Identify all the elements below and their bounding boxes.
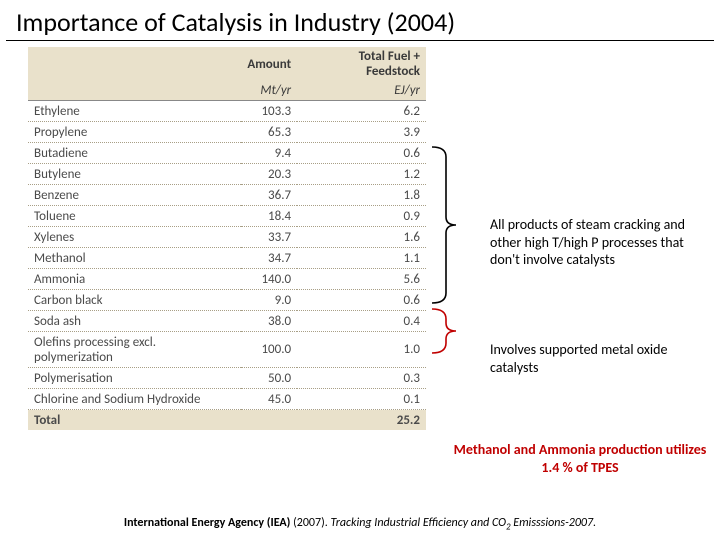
cell-fuel: 1.6 (297, 227, 426, 248)
cell-amount: 50.0 (241, 368, 297, 389)
cell-amount: 38.0 (241, 311, 297, 332)
table-row: Ammonia140.05.6 (28, 269, 426, 290)
table-row: Benzene36.71.8 (28, 185, 426, 206)
annotation-metal-oxide: Involves supported metal oxide catalysts (490, 341, 700, 376)
col-header-fuel: Total Fuel + Feedstock (297, 47, 426, 81)
citation-tail: Emisssions-2007. (511, 516, 597, 530)
table-row: Toluene18.40.9 (28, 206, 426, 227)
content-area: Amount Total Fuel + Feedstock Mt/yr EJ/y… (0, 41, 720, 430)
cell-name: Soda ash (28, 311, 241, 332)
table-row: Butylene20.31.2 (28, 164, 426, 185)
table-row: Carbon black9.00.6 (28, 290, 426, 311)
cell-amount: 18.4 (241, 206, 297, 227)
cell-fuel: 25.2 (297, 410, 426, 431)
citation-title: Tracking Industrial Efficiency and CO (330, 516, 506, 530)
cell-fuel: 0.1 (297, 389, 426, 410)
cell-name: Ethylene (28, 101, 241, 122)
col-unit-amount: Mt/yr (241, 81, 297, 101)
cell-amount: 45.0 (241, 389, 297, 410)
cell-name: Polymerisation (28, 368, 241, 389)
cell-name: Total (28, 410, 241, 431)
cell-name: Xylenes (28, 227, 241, 248)
citation: International Energy Agency (IEA) (2007)… (0, 516, 720, 532)
cell-fuel: 0.6 (297, 290, 426, 311)
cell-fuel: 0.3 (297, 368, 426, 389)
cell-name: Chlorine and Sodium Hydroxide (28, 389, 241, 410)
cell-fuel: 1.0 (297, 332, 426, 368)
table-row: Xylenes33.71.6 (28, 227, 426, 248)
cell-fuel: 6.2 (297, 101, 426, 122)
data-table-wrap: Amount Total Fuel + Feedstock Mt/yr EJ/y… (28, 47, 426, 430)
cell-amount: 65.3 (241, 122, 297, 143)
cell-fuel: 3.9 (297, 122, 426, 143)
data-table: Amount Total Fuel + Feedstock Mt/yr EJ/y… (28, 47, 426, 430)
table-row: Methanol34.71.1 (28, 248, 426, 269)
cell-amount (241, 410, 297, 431)
table-body: Ethylene103.36.2Propylene65.33.9Butadien… (28, 101, 426, 431)
table-row: Polymerisation50.00.3 (28, 368, 426, 389)
cell-fuel: 1.8 (297, 185, 426, 206)
col-unit-name (28, 81, 241, 101)
table-row: Soda ash38.00.4 (28, 311, 426, 332)
cell-fuel: 5.6 (297, 269, 426, 290)
cell-name: Carbon black (28, 290, 241, 311)
cell-fuel: 0.6 (297, 143, 426, 164)
table-row: Butadiene9.40.6 (28, 143, 426, 164)
cell-name: Olefins processing excl. polymerization (28, 332, 241, 368)
cell-name: Methanol (28, 248, 241, 269)
cell-fuel: 1.2 (297, 164, 426, 185)
cell-name: Ammonia (28, 269, 241, 290)
citation-year: (2007). (293, 516, 328, 530)
annotation-steam-cracking: All products of steam cracking and other… (490, 216, 700, 269)
cell-name: Butylene (28, 164, 241, 185)
cell-amount: 36.7 (241, 185, 297, 206)
table-row: Ethylene103.36.2 (28, 101, 426, 122)
cell-fuel: 0.9 (297, 206, 426, 227)
col-header-amount: Amount (241, 47, 297, 81)
page-title: Importance of Catalysis in Industry (200… (6, 0, 714, 41)
cell-fuel: 1.1 (297, 248, 426, 269)
table-row-total: Total 25.2 (28, 410, 426, 431)
bracket-group-2 (428, 143, 478, 363)
col-header-name (28, 47, 241, 81)
citation-org: International Energy Agency (IEA) (124, 516, 291, 530)
cell-amount: 103.3 (241, 101, 297, 122)
col-unit-fuel: EJ/yr (297, 81, 426, 101)
cell-amount: 20.3 (241, 164, 297, 185)
table-row: Chlorine and Sodium Hydroxide45.00.1 (28, 389, 426, 410)
cell-name: Benzene (28, 185, 241, 206)
table-row: Propylene65.33.9 (28, 122, 426, 143)
cell-amount: 34.7 (241, 248, 297, 269)
cell-amount: 100.0 (241, 332, 297, 368)
cell-amount: 140.0 (241, 269, 297, 290)
cell-name: Propylene (28, 122, 241, 143)
cell-amount: 9.4 (241, 143, 297, 164)
cell-name: Toluene (28, 206, 241, 227)
cell-fuel: 0.4 (297, 311, 426, 332)
cell-amount: 9.0 (241, 290, 297, 311)
cell-amount: 33.7 (241, 227, 297, 248)
emphasis-methanol-ammonia: Methanol and Ammonia production utilizes… (450, 441, 710, 477)
table-row: Olefins processing excl. polymerization1… (28, 332, 426, 368)
cell-name: Butadiene (28, 143, 241, 164)
